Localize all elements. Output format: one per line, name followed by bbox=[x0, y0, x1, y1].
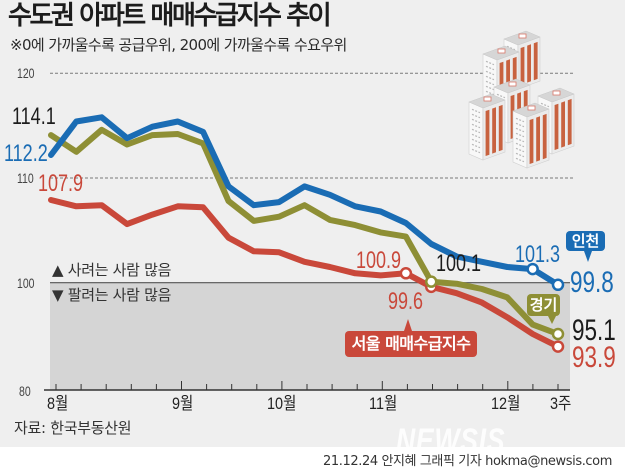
data-point-marker bbox=[551, 278, 565, 292]
building-window-row bbox=[485, 80, 495, 86]
badge-label: 인천 bbox=[571, 231, 600, 250]
data-label-gyeonggi-start: 114.1 bbox=[12, 103, 56, 130]
building-window-row bbox=[506, 45, 516, 51]
gyeonggi-series-badge: 경기 bbox=[527, 294, 560, 324]
building-window-row bbox=[485, 65, 495, 71]
rooftop-fixture bbox=[497, 48, 506, 54]
building-window-row bbox=[485, 90, 495, 96]
apartment-building bbox=[512, 102, 550, 169]
building-window-row bbox=[515, 127, 525, 133]
x-tick-label: 3주 bbox=[550, 394, 572, 413]
building-window-stripe bbox=[492, 107, 496, 154]
building-window-row bbox=[515, 117, 525, 123]
building-window-row bbox=[515, 132, 525, 138]
building-window-stripe bbox=[533, 41, 538, 81]
building-window-row bbox=[471, 108, 481, 114]
data-point-markers bbox=[399, 262, 565, 353]
building-window-row bbox=[485, 75, 495, 81]
rooftop-fixture bbox=[552, 90, 561, 96]
page-title: 수도권 아파트 매매수급지수 추이 bbox=[8, 1, 332, 31]
building-window-stripe bbox=[554, 103, 559, 150]
y-tick-label: 110 bbox=[17, 170, 34, 186]
building-window-stripe bbox=[561, 101, 565, 148]
data-label-incheon-end: 99.8 bbox=[570, 266, 614, 299]
building-window-row bbox=[471, 113, 481, 119]
incheon-series-badge: 인천 bbox=[566, 231, 605, 262]
building-window-row bbox=[496, 93, 506, 99]
x-tick-label: 8월 bbox=[47, 394, 69, 413]
badge-pointer bbox=[548, 316, 556, 324]
x-tick-label: 10월 bbox=[267, 394, 297, 413]
data-label-incheon-start: 112.2 bbox=[4, 140, 48, 167]
y-tick-label: 80 bbox=[19, 383, 31, 399]
building-window-stripe bbox=[529, 118, 534, 164]
data-point-marker bbox=[425, 275, 438, 288]
badge-label: 서울 매매수급지수 bbox=[351, 334, 471, 353]
newsis-watermark: NEWSIS bbox=[396, 422, 506, 460]
building-window-row bbox=[515, 152, 525, 158]
incheon-line bbox=[48, 114, 561, 288]
building-window-stripe bbox=[542, 113, 547, 160]
rooftop-fixture bbox=[508, 81, 517, 87]
data-label-seoul-cross: 99.6 bbox=[388, 288, 424, 315]
data-point-marker bbox=[526, 262, 539, 276]
rooftop-fixture bbox=[527, 105, 536, 111]
x-tick-label: 9월 bbox=[172, 394, 194, 413]
data-point-marker bbox=[399, 267, 413, 280]
source-note: 자료: 한국부동산원 bbox=[14, 419, 132, 437]
data-label-incheon-prev: 101.3 bbox=[515, 241, 561, 268]
x-ticks bbox=[55, 381, 559, 390]
rooftop-fixture bbox=[483, 96, 492, 102]
building-window-row bbox=[515, 142, 525, 148]
building-window-row bbox=[471, 128, 481, 134]
x-tick-label: 12월 bbox=[491, 394, 521, 413]
building-window-row bbox=[540, 102, 550, 108]
seoul-line bbox=[48, 197, 561, 350]
building-window-stripe bbox=[536, 116, 540, 162]
graphic-credit: 21.12.24 안지혜 그래픽 기자 hokma@newsis.com bbox=[323, 454, 612, 469]
building-window-row bbox=[485, 70, 495, 76]
rooftop-fixture bbox=[518, 33, 527, 39]
building-window-stripe bbox=[485, 109, 490, 156]
y-tick-label: 100 bbox=[17, 275, 35, 291]
building-window-stripe bbox=[520, 46, 525, 85]
building-window-row bbox=[515, 147, 525, 153]
data-label-gyeonggi-end: 95.1 bbox=[572, 314, 616, 347]
apartment-illustration bbox=[468, 30, 575, 169]
building-window-row bbox=[471, 138, 481, 144]
data-label-seoul-peak: 100.9 bbox=[356, 247, 402, 274]
data-label-seoul-end: 93.9 bbox=[572, 341, 616, 374]
badge-pointer bbox=[584, 251, 592, 262]
building-window-row bbox=[471, 133, 481, 139]
building-window-row bbox=[471, 123, 481, 129]
seoul-series-badge: 서울 매매수급지수 bbox=[345, 319, 477, 357]
buyers-dominant-legend: ▲ 사려는 사람 많음 bbox=[52, 261, 172, 279]
building-window-stripe bbox=[527, 44, 531, 83]
sellers-dominant-legend: ▼ 팔려는 사람 많음 bbox=[52, 286, 172, 304]
gyeonggi-line bbox=[48, 126, 561, 337]
apartment-building bbox=[468, 93, 506, 161]
building-window-row bbox=[515, 122, 525, 128]
building-window-stripe bbox=[498, 104, 503, 152]
data-point-marker bbox=[551, 340, 565, 353]
page-subtitle: ※0에 가까울수록 공급우위, 200에 가까울수록 수요우위 bbox=[10, 36, 347, 54]
building-window-row bbox=[471, 143, 481, 149]
building-window-stripe bbox=[567, 98, 572, 146]
x-tick-label: 11월 bbox=[369, 394, 398, 413]
building-window-row bbox=[485, 85, 495, 91]
building-window-row bbox=[485, 60, 495, 66]
badge-pointer bbox=[404, 319, 412, 331]
data-label-seoul-start: 107.9 bbox=[38, 170, 84, 197]
data-label-gyeonggi-cross: 100.1 bbox=[436, 250, 482, 277]
badge-label: 경기 bbox=[529, 295, 558, 314]
data-point-marker bbox=[551, 327, 565, 341]
building-window-row bbox=[471, 148, 481, 154]
y-tick-label: 120 bbox=[17, 65, 35, 81]
building-window-row bbox=[515, 157, 525, 163]
building-window-row bbox=[471, 118, 481, 124]
building-window-row bbox=[515, 137, 525, 143]
